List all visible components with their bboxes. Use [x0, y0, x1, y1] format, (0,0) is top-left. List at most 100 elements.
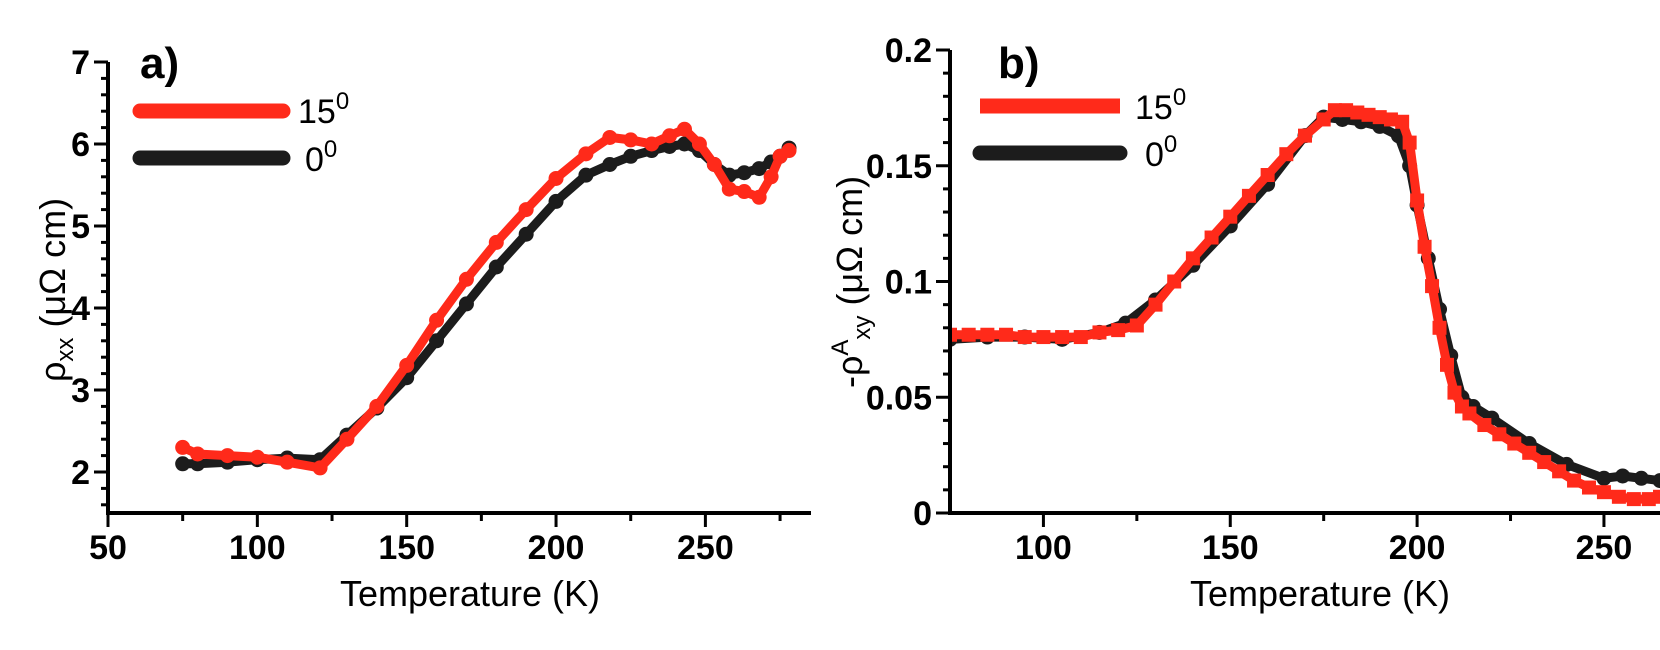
panel-a-label: a): [140, 39, 179, 88]
panel-b-point-15: [1339, 103, 1354, 118]
panel-b-series-line-15: [950, 105, 1660, 504]
panel-b-point-15: [1111, 323, 1126, 338]
panel-b-point-15: [1260, 168, 1275, 183]
panel-b-point-15: [1185, 251, 1200, 266]
panel-b-ylabel-main: -ρ: [829, 356, 870, 388]
panel-a-point-15: [623, 132, 639, 148]
panel-b-point-0: [1652, 473, 1660, 489]
panel-a-point-0: [736, 165, 752, 181]
panel-a-series-line-15: [180, 124, 792, 473]
panel-a-legend-sup-15: 0: [336, 88, 349, 115]
panel-b-point-15: [961, 327, 976, 342]
panel-a-x-tick-label: 50: [89, 529, 127, 567]
panel-b-point-15: [1327, 103, 1342, 118]
panel-a-point-15: [488, 234, 504, 250]
panel-a-point-15: [706, 157, 722, 172]
panel-b-x-tick-label: 100: [1015, 529, 1072, 567]
panel-a-point-0: [429, 333, 445, 349]
panel-a-point-15: [458, 271, 474, 287]
panel-b-legend-sup-15: 0: [1173, 84, 1186, 111]
panel-a-ylabel-rest: (μΩ cm): [32, 198, 73, 338]
panel-b-point-15: [1410, 193, 1425, 208]
panel-a-y-tick-label: 6: [71, 126, 90, 164]
panel-b-point-15: [1036, 330, 1051, 345]
panel-a-legend: 150 00: [132, 88, 349, 179]
panel-b-point-15: [1298, 128, 1312, 143]
panel-b-point-15: [1641, 492, 1656, 507]
panel-b-point-15: [1148, 297, 1163, 312]
panel-a-x-axis-title: Temperature (K): [340, 573, 600, 614]
panel-b-point-15: [1522, 445, 1537, 460]
panel-a-ylabel-main: ρ: [32, 362, 73, 382]
panel-a-point-15: [339, 431, 355, 447]
panel-b-point-15: [1653, 489, 1660, 504]
panel-b-x-tick-label: 200: [1389, 529, 1446, 567]
panel-a-y-tick-label: 7: [71, 44, 90, 82]
panel-b-point-15: [1129, 318, 1144, 333]
panel-b-point-15: [1626, 492, 1641, 507]
panel-a-point-15: [548, 170, 564, 186]
panel-a-point-0: [458, 296, 474, 312]
panel-b-legend-name-15: 15: [1135, 89, 1173, 127]
panel-a-point-15: [312, 460, 328, 476]
panel-b-y-tick-label: 0.05: [866, 379, 932, 417]
panel-b-point-15: [1425, 279, 1440, 294]
panel-a-y-tick-label: 2: [71, 454, 90, 492]
panel-a-point-15: [691, 136, 707, 152]
panel-b-point-15: [1395, 114, 1410, 129]
panel-a-x-tick-label: 250: [677, 529, 734, 567]
panel-a-point-15: [578, 146, 594, 162]
panel-a-series-line-0: [182, 139, 793, 469]
panel-b-y-tick-label: 0.2: [885, 32, 932, 70]
panel-a-point-15: [279, 454, 295, 470]
panel-b-point-15: [1432, 320, 1447, 335]
panel-b-y-tick-label: 0: [913, 495, 932, 533]
panel-b-point-15: [1316, 112, 1331, 127]
panel-a-point-15: [249, 449, 265, 465]
panel-b-ylabel-sup: A: [827, 340, 854, 356]
panel-a-point-15: [175, 439, 191, 455]
panel-b-point-15: [1167, 274, 1182, 289]
panel-b-y-tick-label: 0.15: [866, 148, 932, 186]
panel-b-point-15: [1279, 147, 1294, 162]
panel-a-y-tick-label: 4: [71, 290, 90, 328]
panel-b-legend-label-15: 150: [1135, 84, 1186, 127]
panel-b-point-15: [1092, 325, 1107, 340]
panel-b-legend: 150 00: [972, 84, 1186, 174]
panel-a-point-15: [219, 448, 235, 464]
panel-b-point-15: [1447, 385, 1462, 400]
panel-a-point-0: [518, 226, 534, 242]
panel-a-point-0: [548, 193, 564, 209]
panel-b-point-15: [1073, 330, 1088, 345]
panel-b-point-15: [1552, 464, 1567, 479]
panel-a-point-15: [721, 181, 737, 197]
panel-b-point-15: [1223, 209, 1238, 224]
panel-a-point-15: [429, 312, 445, 328]
panel-b-point-15: [1350, 105, 1365, 120]
panel-a-legend-sup-0: 0: [324, 136, 337, 163]
panel-b-legend-sup-0: 0: [1164, 131, 1177, 158]
panel-a-point-15: [736, 184, 752, 200]
panel-a-point-0: [662, 138, 678, 154]
panel-a-x-tick-label: 150: [378, 529, 435, 567]
panel-b-series: [950, 103, 1660, 507]
panel-a-point-15: [644, 136, 660, 152]
panel-b-point-15: [1017, 330, 1032, 345]
panel-a-point-15: [399, 357, 415, 373]
panel-b-point-15: [1507, 436, 1522, 451]
panel-b-label: b): [998, 39, 1040, 88]
panel-b-point-15: [1383, 112, 1398, 127]
panel-a-point-15: [602, 129, 618, 145]
panel-b-legend-label-0: 00: [1145, 131, 1177, 174]
panel-b-y-axis-title: -ρAxy (μΩ cm): [827, 176, 876, 388]
panel-b-point-15: [1417, 239, 1432, 254]
panel-b-point-15: [1611, 489, 1626, 504]
panel-a-legend-label-0: 00: [305, 136, 337, 179]
panel-b-point-0: [1633, 470, 1649, 486]
panel-a-point-0: [623, 148, 639, 164]
panel-a-point-0: [676, 136, 692, 152]
panel-b-point-15: [1204, 230, 1219, 245]
panel-a-x-tick-label: 200: [528, 529, 585, 567]
panel-a-legend-name-0: 0: [305, 141, 324, 179]
